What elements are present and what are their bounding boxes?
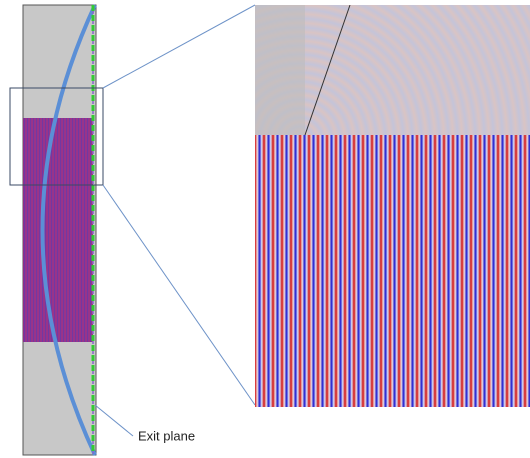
label-leader	[94, 404, 134, 437]
lens-surface	[40, 4, 97, 456]
zoom-box	[9, 87, 104, 186]
lens-edge	[304, 5, 351, 136]
wave-field	[255, 135, 530, 407]
zoom-panel	[255, 5, 530, 407]
field-region	[23, 118, 93, 342]
exit-plane-label: Exit plane	[138, 428, 195, 443]
connector	[102, 184, 256, 406]
lens-region	[255, 5, 305, 135]
connector	[102, 4, 256, 89]
